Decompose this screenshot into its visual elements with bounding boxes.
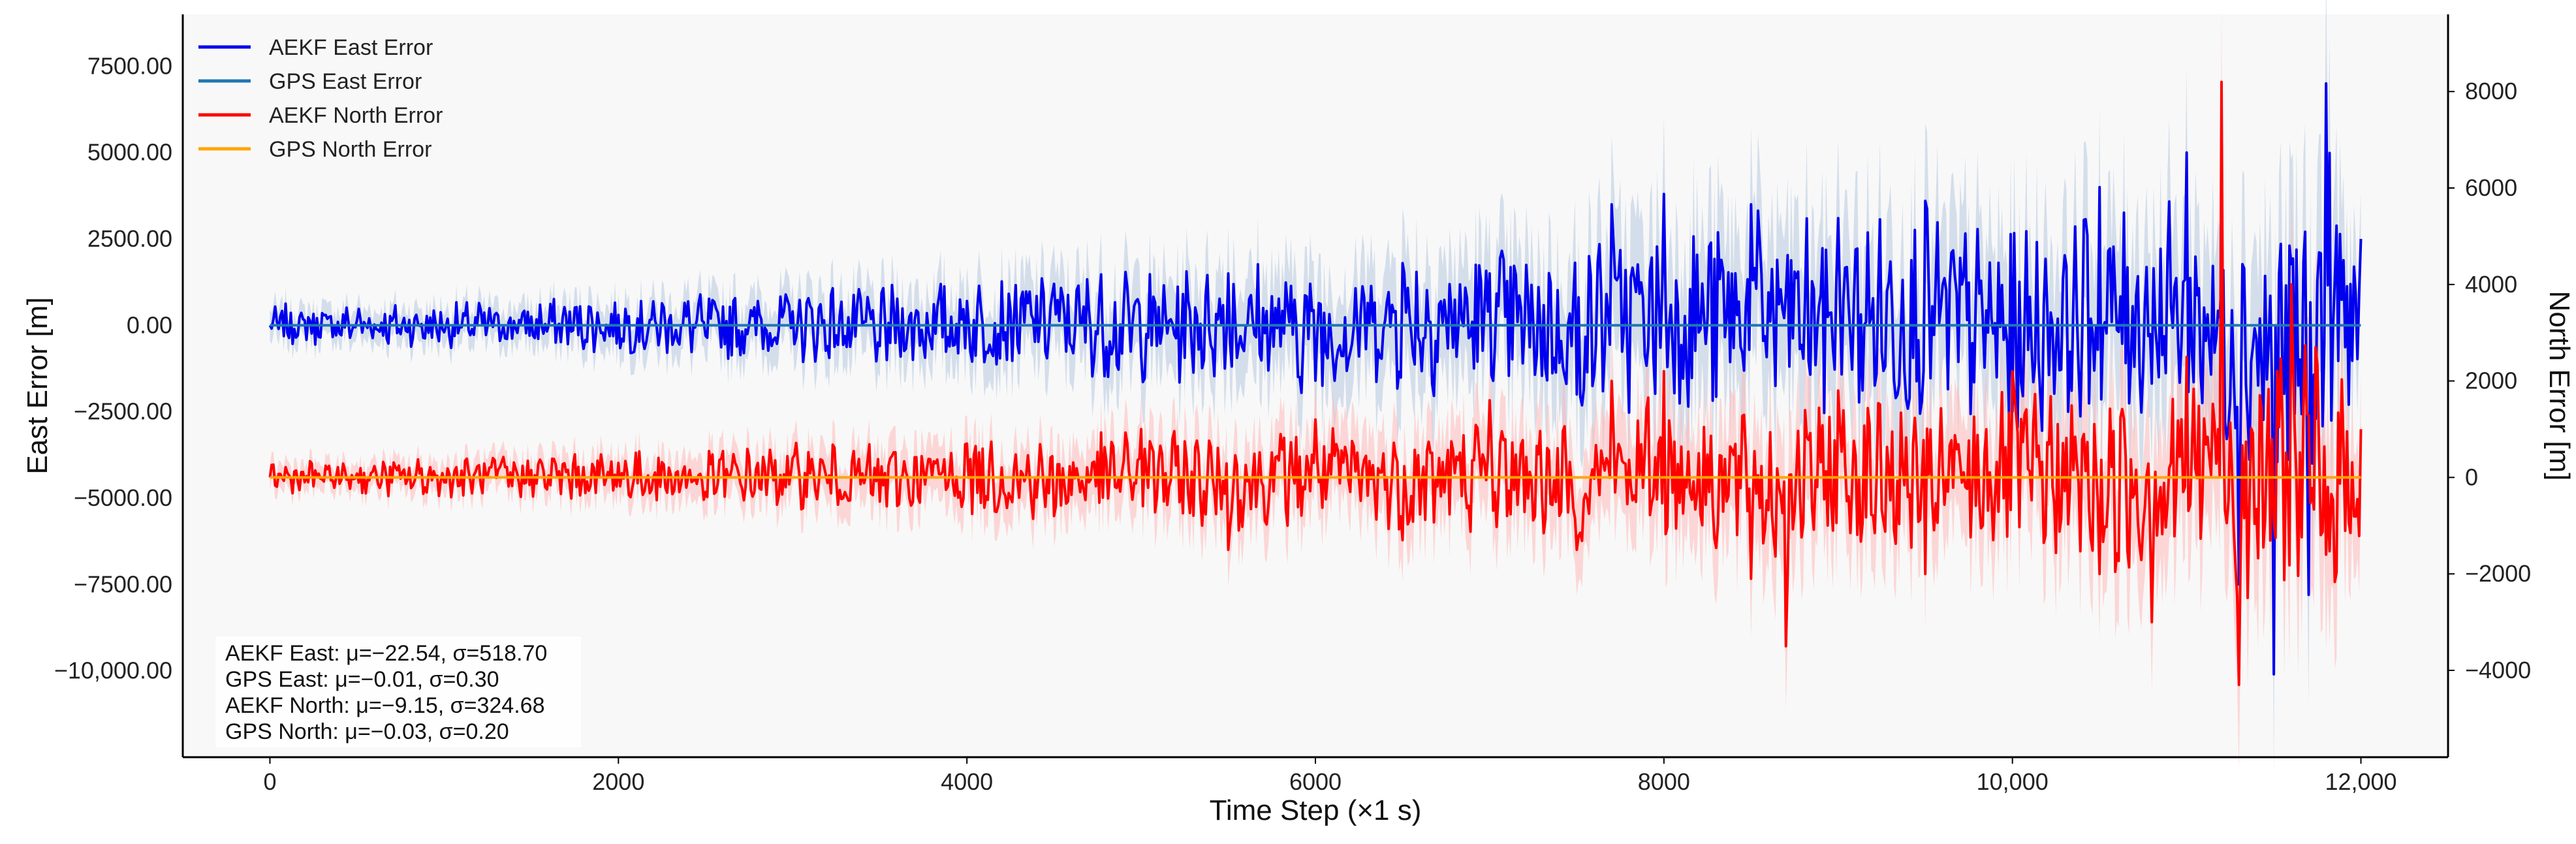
x-tick-label: 12,000 [2325,768,2396,795]
legend-label: GPS East Error [269,69,422,94]
y-right-tick-label: −4000 [2465,657,2531,683]
stats-line: AEKF North: μ=−9.15, σ=324.68 [225,693,544,718]
y-left-tick-label: −2500.00 [74,398,172,425]
x-tick-label: 10,000 [1977,768,2049,795]
legend: AEKF East Error GPS East Error AEKF North … [198,35,443,162]
y-left-tick-label: −7500.00 [74,570,172,597]
x-tick-label: 2000 [592,768,644,795]
uncertainty-bands [270,0,2361,775]
x-tick-label: 0 [263,768,276,795]
y-right-tick-label: 0 [2465,463,2478,490]
series-lines [268,80,2363,687]
y-left-tick-label: −5000.00 [74,484,172,511]
y-left-tick-label: −10,000.00 [54,657,172,684]
stats-line: GPS North: μ=−0.03, σ=0.20 [225,719,509,744]
x-axis-title: Time Step (×1 s) [1210,794,1422,826]
legend-label: GPS North Error [269,137,432,162]
y-left-tick-label: 2500.00 [87,225,172,252]
series-aekf-north-error [268,80,2363,687]
y-right-tick-label: −2000 [2465,560,2531,587]
y-left-tick-label: 5000.00 [87,139,172,166]
legend-label: AEKF North Error [269,103,443,128]
y-right-tick-label: 2000 [2465,367,2517,394]
legend-label: AEKF East Error [269,35,433,60]
y-right-tick-label: 4000 [2465,271,2517,298]
x-tick-label: 6000 [1289,768,1342,795]
y-left-tick-label: 0.00 [127,311,172,338]
stats-box [215,636,581,747]
x-tick-label: 4000 [941,768,993,795]
y-right-tick-label: 8000 [2465,78,2517,104]
y-right-tick-label: 6000 [2465,174,2517,201]
y-right-axis-title: North Error [m] [2543,291,2575,481]
x-tick-label: 8000 [1638,768,1690,795]
tick-labels: 0 2000 4000 6000 8000 10,000 12,000 7500.00 5000… [54,52,2531,795]
y-left-axis-title: East Error [m] [22,297,54,474]
stats-line: GPS East: μ=−0.01, σ=0.30 [225,667,499,692]
stats-line: AEKF East: μ=−22.54, σ=518.70 [225,641,547,666]
band-aekf-north-error [270,6,2361,772]
y-left-tick-label: 7500.00 [87,52,172,79]
